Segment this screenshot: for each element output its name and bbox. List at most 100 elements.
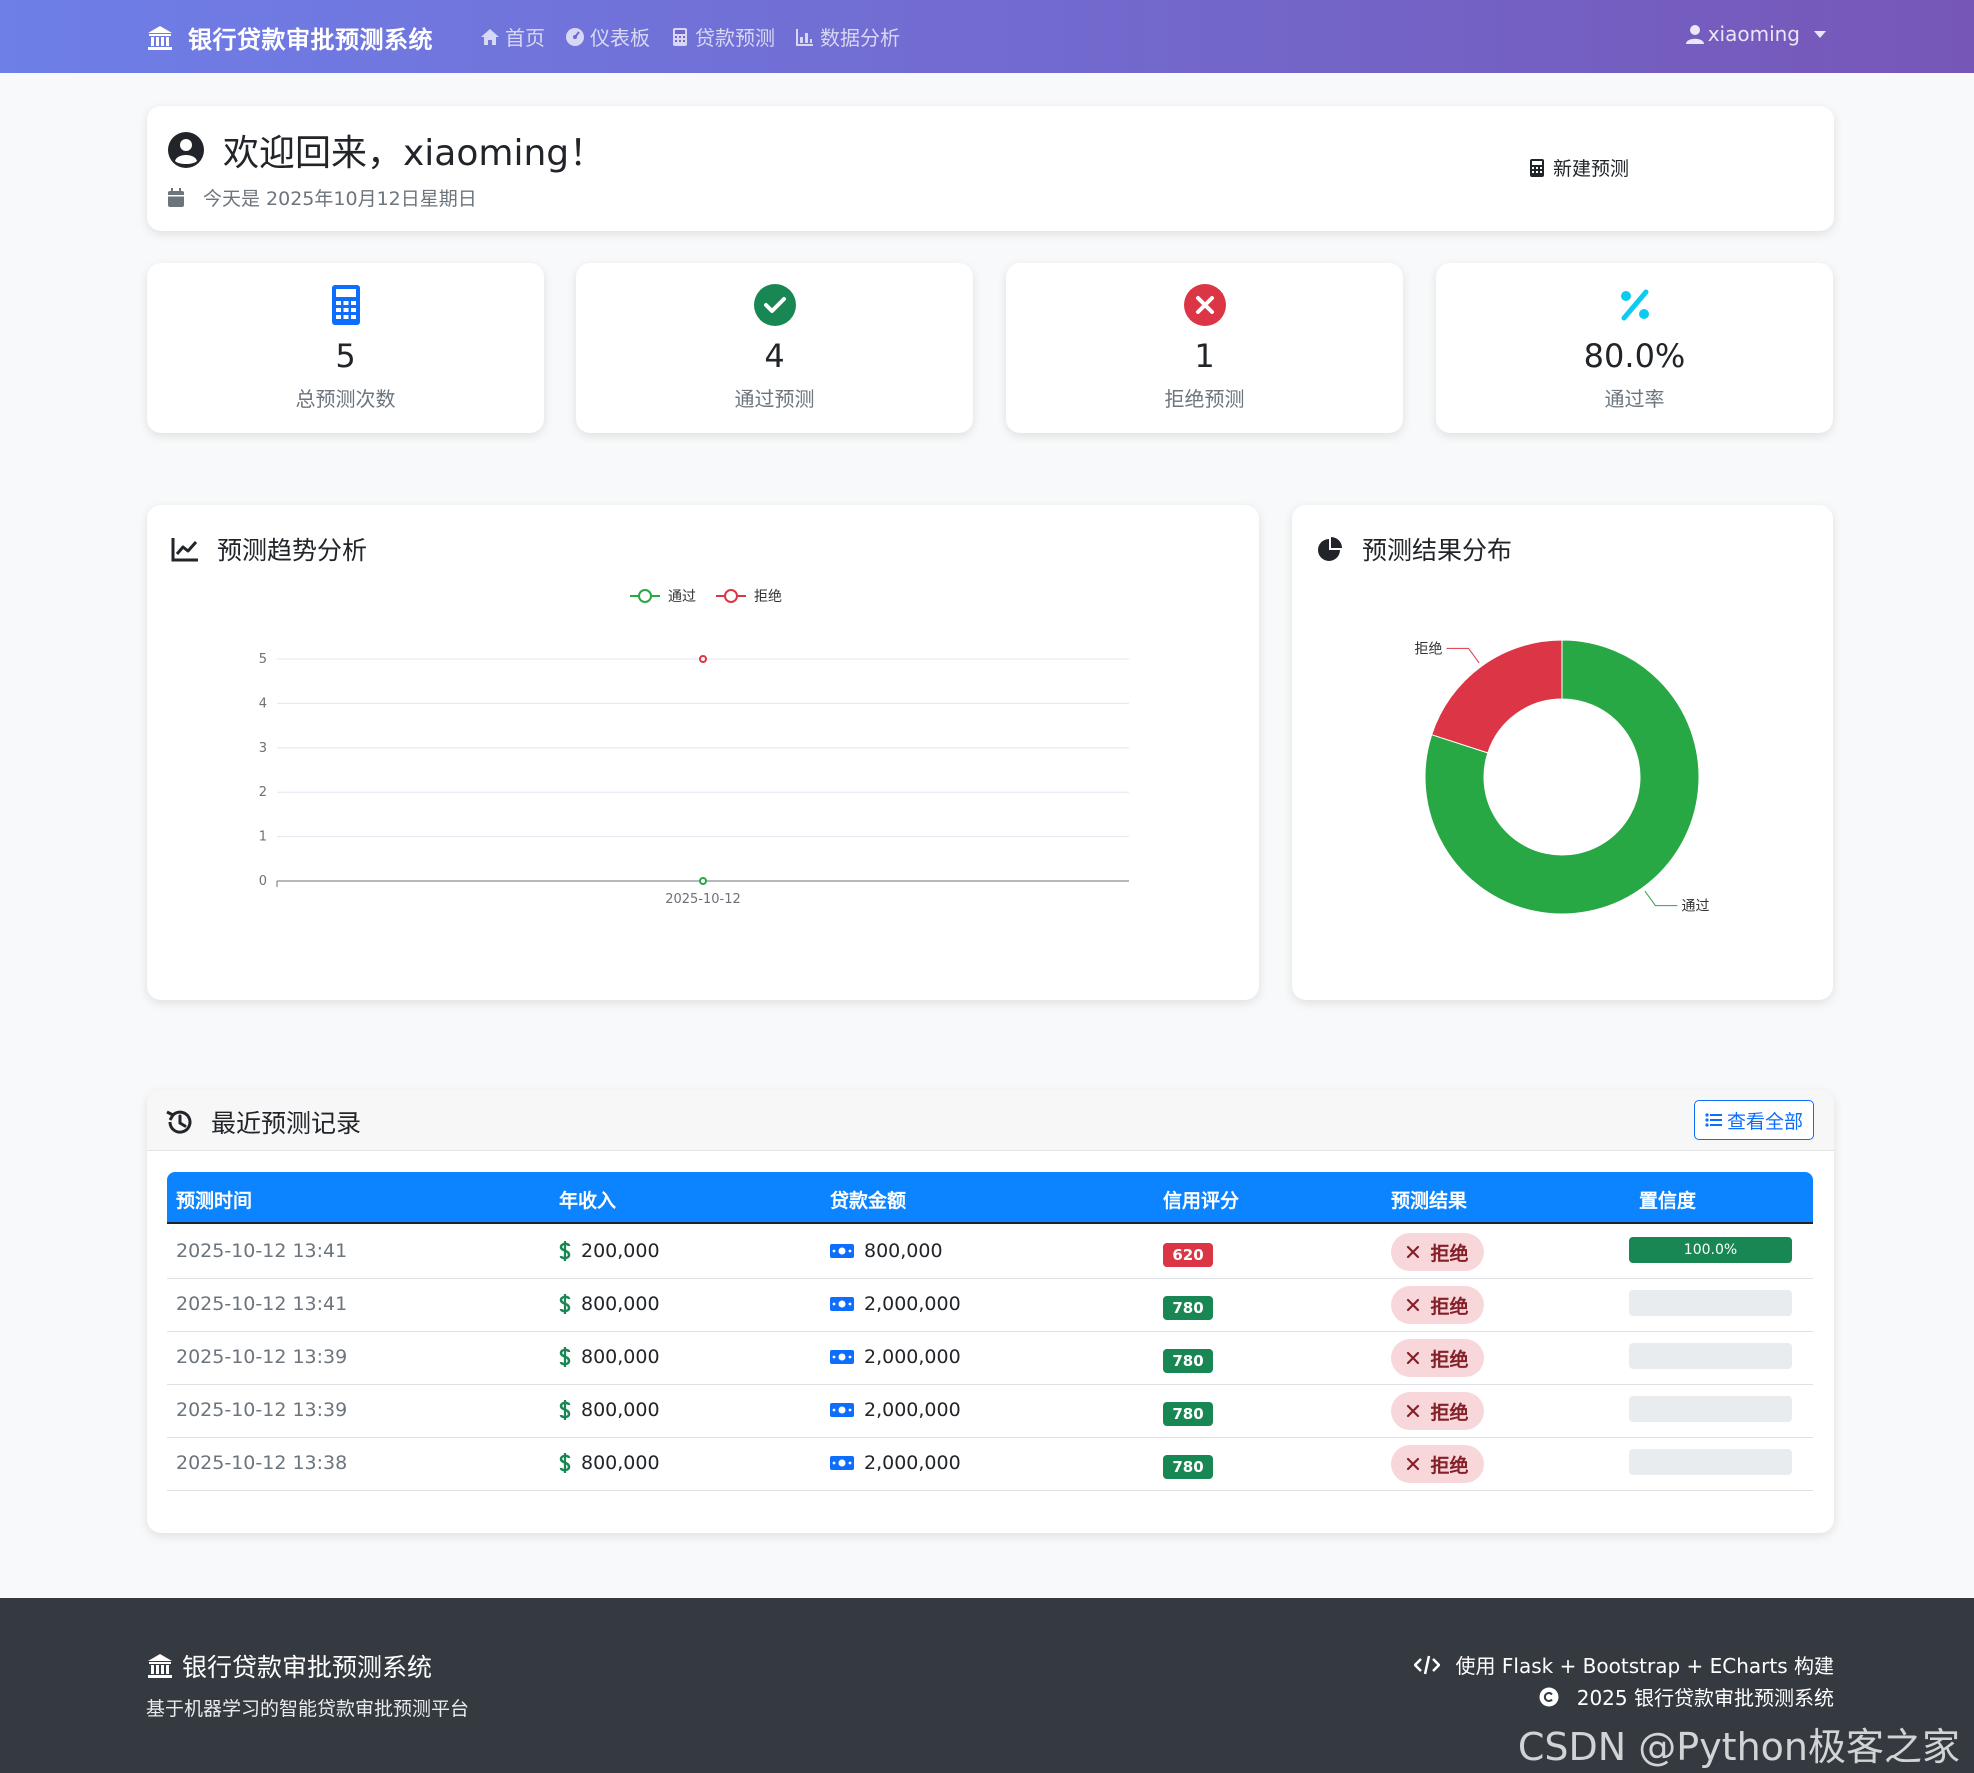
cell-amount: 2,000,000: [830, 1346, 961, 1368]
money-bill-icon: [830, 1350, 854, 1364]
nav-dashboard-label: 仪表板: [590, 26, 650, 50]
cell-amount-value: 800,000: [864, 1240, 943, 1262]
footer-brand: 银行贷款审批预测系统: [146, 1648, 432, 1684]
username: xiaoming: [1707, 22, 1800, 46]
records-header: 最近预测记录 查看全部: [147, 1090, 1834, 1151]
cell-amount: 2,000,000: [830, 1452, 961, 1474]
close-icon: [1407, 1404, 1420, 1418]
nav-home[interactable]: 首页: [480, 22, 545, 51]
donut-slice-rejected[interactable]: [1431, 639, 1563, 754]
line-chart-icon: [171, 538, 198, 562]
nav-loan-predict-label: 贷款预测: [695, 26, 775, 50]
cell-income: 200,000: [559, 1240, 660, 1262]
nav-dashboard[interactable]: 仪表板: [565, 22, 650, 51]
footer-copyright: 2025 银行贷款审批预测系统: [1539, 1682, 1834, 1711]
chevron-down-icon: [1814, 30, 1826, 38]
y-tick-label: 1: [259, 830, 267, 845]
confidence-bar: 100.0%: [1629, 1237, 1792, 1263]
footer-tech: 使用 Flask + Bootstrap + ECharts 构建: [1413, 1650, 1834, 1679]
legend-marker[interactable]: [638, 589, 652, 603]
credit-score-badge: 780: [1163, 1296, 1213, 1320]
navbar-brand[interactable]: 银行贷款审批预测系统: [146, 20, 433, 55]
dollar-icon: [559, 1241, 571, 1261]
money-bill-icon: [830, 1297, 854, 1311]
pie-chart-title: 预测结果分布: [1316, 531, 1512, 567]
col-confidence: 置信度: [1639, 1190, 1697, 1212]
percent-icon: [1620, 289, 1649, 321]
footer: 银行贷款审批预测系统 基于机器学习的智能贷款审批预测平台 使用 Flask + …: [0, 1598, 1974, 1773]
result-label: 拒绝: [1430, 1348, 1469, 1371]
cell-income-value: 800,000: [581, 1452, 660, 1474]
dollar-icon: [559, 1453, 571, 1473]
credit-score-badge: 780: [1163, 1349, 1213, 1373]
cell-amount-value: 2,000,000: [864, 1399, 961, 1421]
slice-label: 拒绝: [1415, 641, 1443, 657]
view-all-button[interactable]: 查看全部: [1694, 1100, 1814, 1140]
y-tick-label: 0: [259, 874, 267, 889]
dashboard-icon: [566, 27, 584, 46]
welcome-text: 欢迎回来，xiaoming！: [223, 133, 606, 174]
trend-chart-title: 预测趋势分析: [171, 531, 367, 567]
history-icon: [166, 1110, 192, 1134]
confidence-progress: [1629, 1290, 1792, 1316]
legend-marker[interactable]: [724, 589, 738, 603]
brand-title: 银行贷款审批预测系统: [188, 26, 433, 54]
legend-label[interactable]: 通过: [668, 589, 696, 605]
copyright-icon: [1539, 1687, 1559, 1706]
cell-time: 2025-10-12 13:39: [176, 1399, 348, 1421]
table-row: 2025-10-12 13:39 800,000 2,000,000 780 拒绝: [167, 1332, 1813, 1385]
records-title: 最近预测记录: [165, 1104, 361, 1140]
close-icon: [1407, 1351, 1420, 1365]
dollar-icon: [559, 1400, 571, 1420]
calculator-icon: [1530, 158, 1544, 177]
y-tick-label: 2: [259, 785, 267, 800]
credit-score-badge: 780: [1163, 1455, 1213, 1479]
result-label: 拒绝: [1430, 1242, 1469, 1265]
user-dropdown[interactable]: xiaoming: [1685, 22, 1826, 46]
confidence-progress: 100.0%: [1629, 1237, 1792, 1263]
table-header: 预测时间 年收入 贷款金额 信用评分 预测结果 置信度: [167, 1172, 1813, 1224]
series-point-approved[interactable]: [699, 877, 707, 885]
confidence-progress: [1629, 1343, 1792, 1369]
series-point-rejected[interactable]: [699, 655, 707, 663]
nav-data-analysis[interactable]: 数据分析: [795, 22, 900, 51]
list-icon: [1705, 1113, 1722, 1127]
stat-rate-value: 80.0%: [1583, 337, 1686, 375]
footer-copyright-text: 2025 银行贷款审批预测系统: [1576, 1686, 1834, 1710]
result-badge: 拒绝: [1391, 1392, 1484, 1430]
cell-amount-value: 2,000,000: [864, 1293, 961, 1315]
cell-income-value: 200,000: [581, 1240, 660, 1262]
footer-subtitle: 基于机器学习的智能贷款审批预测平台: [146, 1698, 470, 1720]
y-tick-label: 4: [259, 696, 267, 711]
nav-data-analysis-label: 数据分析: [820, 26, 900, 50]
close-icon: [1407, 1245, 1420, 1259]
legend-label[interactable]: 拒绝: [754, 589, 782, 605]
pie-chart-title-text: 预测结果分布: [1362, 536, 1513, 565]
cell-amount: 2,000,000: [830, 1293, 961, 1315]
new-prediction-button[interactable]: 新建预测: [1529, 154, 1629, 181]
dollar-icon: [559, 1347, 571, 1367]
calculator-icon: [331, 285, 360, 325]
result-badge: 拒绝: [1391, 1339, 1484, 1377]
stat-total: 5 总预测次数: [147, 263, 544, 433]
pie-chart-icon: [1318, 537, 1342, 561]
nav-home-label: 首页: [505, 26, 545, 50]
close-icon: [1407, 1457, 1420, 1471]
slice-label-line: [1446, 647, 1480, 664]
donut-slice-approved[interactable]: [1424, 639, 1700, 915]
stat-approved: 4 通过预测: [576, 263, 973, 433]
view-all-label: 查看全部: [1726, 1110, 1803, 1133]
x-circle-icon: [1183, 284, 1226, 326]
table-row: 2025-10-12 13:41 200,000 800,000 620 拒绝 100.0…: [167, 1226, 1813, 1279]
cell-income: 800,000: [559, 1346, 660, 1368]
col-time: 预测时间: [176, 1190, 253, 1212]
cell-income: 800,000: [559, 1399, 660, 1421]
chart-icon: [796, 28, 813, 46]
col-score: 信用评分: [1163, 1190, 1240, 1212]
watermark: CSDN @Python极客之家: [1517, 1725, 1960, 1769]
confidence-progress: [1629, 1396, 1792, 1422]
nav-loan-predict[interactable]: 贷款预测: [670, 22, 775, 51]
result-donut-chart: 通过 拒绝: [1415, 639, 1709, 915]
money-bill-icon: [830, 1244, 854, 1258]
money-bill-icon: [830, 1456, 854, 1470]
